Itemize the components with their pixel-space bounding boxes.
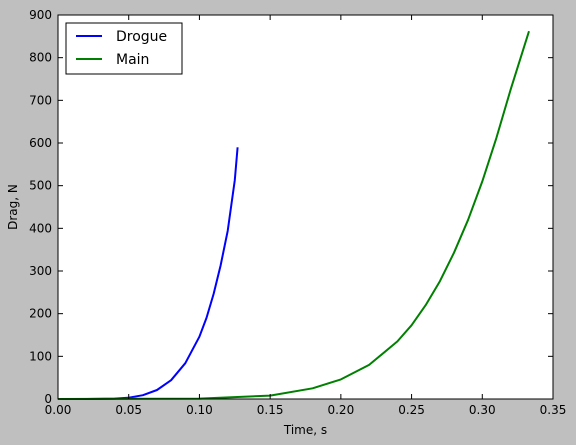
x-tick-label: 0.05: [115, 403, 142, 417]
y-tick-label: 200: [29, 307, 52, 321]
x-tick-label: 0.30: [469, 403, 496, 417]
y-tick-label: 100: [29, 349, 52, 363]
x-tick-label: 0.00: [45, 403, 72, 417]
y-tick-label: 800: [29, 51, 52, 65]
x-tick-label: 0.35: [540, 403, 567, 417]
x-tick-labels: 0.00 0.05 0.10 0.15 0.20 0.25 0.30 0.35: [45, 403, 567, 417]
y-tick-label: 600: [29, 136, 52, 150]
y-tick-label: 0: [44, 392, 52, 406]
plot-frame: [57, 14, 554, 400]
x-tick-label: 0.20: [327, 403, 354, 417]
legend-label-drogue: Drogue: [116, 29, 167, 45]
y-tick-label: 900: [29, 8, 52, 22]
legend: Drogue Main: [65, 22, 183, 75]
plot-area: [58, 15, 553, 399]
x-tick-label: 0.25: [398, 403, 425, 417]
series-line-main: [57, 30, 530, 400]
x-axis-title: Time, s: [283, 423, 327, 437]
y-tick-label: 300: [29, 264, 52, 278]
x-tick-label: 0.10: [186, 403, 213, 417]
legend-label-main: Main: [116, 52, 149, 68]
y-tick-label: 400: [29, 221, 52, 235]
y-tick-label: 700: [29, 93, 52, 107]
y-tick-labels: 0 100 200 300 400 500 600 700 800 900: [29, 8, 52, 406]
legend-box: [65, 22, 183, 75]
x-tick-label: 0.15: [257, 403, 284, 417]
y-tick-label: 500: [29, 179, 52, 193]
series-lines: [57, 30, 530, 400]
y-axis-title: Drag, N: [6, 184, 20, 230]
